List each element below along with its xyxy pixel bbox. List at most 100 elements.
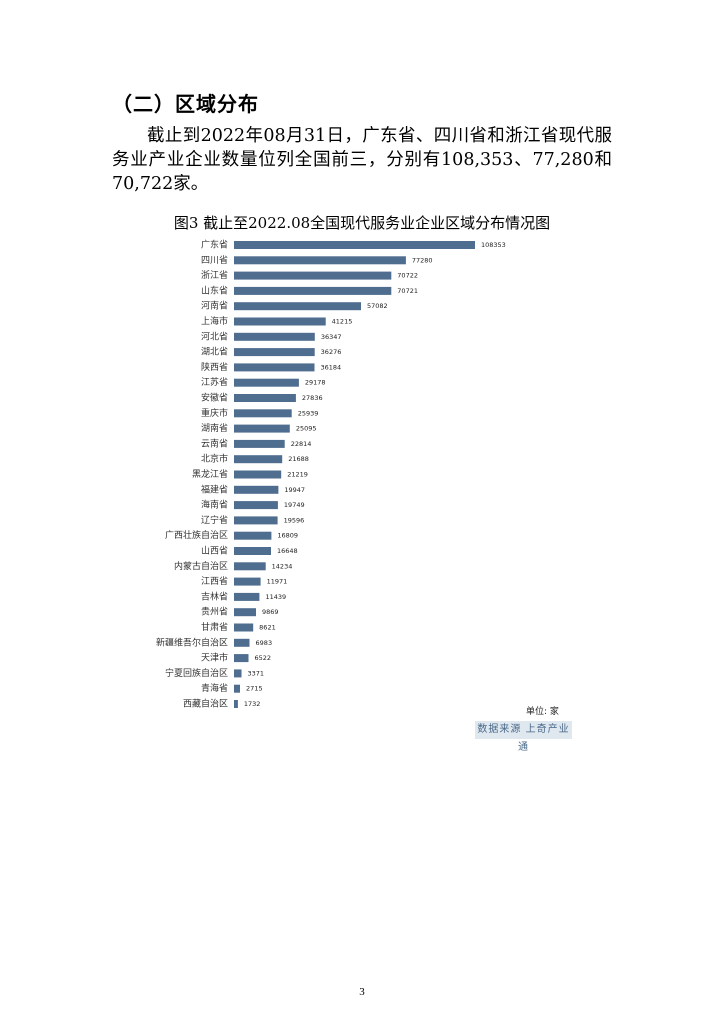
- value-label: 11971: [267, 578, 288, 586]
- category-label: 青海省: [201, 682, 228, 694]
- category-label: 福建省: [201, 483, 228, 495]
- value-label: 36347: [321, 333, 342, 341]
- value-label: 108353: [481, 241, 506, 249]
- section-heading: （二）区域分布: [112, 92, 259, 116]
- category-label: 重庆市: [201, 407, 228, 419]
- value-label: 6522: [255, 654, 272, 662]
- value-label: 36276: [321, 348, 342, 356]
- category-label: 河北省: [201, 330, 228, 342]
- value-label: 36184: [320, 363, 341, 371]
- value-label: 1732: [244, 700, 261, 708]
- value-label: 19749: [284, 501, 305, 509]
- category-label: 上海市: [201, 315, 228, 327]
- bar: [234, 286, 392, 295]
- category-label: 辽宁省: [201, 514, 228, 526]
- bar: [234, 455, 283, 464]
- category-label: 河南省: [201, 300, 228, 312]
- category-label: 山东省: [201, 284, 228, 296]
- value-label: 41215: [332, 318, 353, 326]
- figure-title: 图3 截止至2022.08全国现代服务业企业区域分布情况图: [173, 214, 551, 232]
- bar: [234, 562, 266, 571]
- category-label: 云南省: [201, 437, 228, 449]
- value-label: 6983: [256, 639, 273, 647]
- page-number: 3: [359, 986, 365, 998]
- bar: [234, 654, 249, 663]
- category-label: 江苏省: [201, 376, 228, 388]
- category-label: 内蒙古自治区: [174, 560, 228, 572]
- value-label: 21688: [288, 455, 309, 463]
- value-label: 22814: [291, 440, 312, 448]
- bar: [234, 608, 256, 617]
- bar: [234, 501, 278, 510]
- value-label: 3371: [247, 669, 264, 677]
- bar: [234, 256, 406, 265]
- bar: [234, 332, 315, 341]
- category-label: 宁夏回族自治区: [165, 667, 228, 679]
- value-label: 57082: [367, 302, 388, 310]
- value-label: 21219: [287, 471, 308, 479]
- bar: [234, 409, 292, 418]
- bar: [234, 378, 299, 387]
- bar: [234, 302, 361, 311]
- bar: [234, 623, 254, 632]
- bar: [234, 577, 261, 586]
- bar: [234, 669, 242, 678]
- unit-label: 单位: 家: [526, 707, 559, 717]
- bar: [234, 592, 260, 601]
- source-label: 数据来源 上奇产业通: [475, 721, 572, 753]
- bar: [234, 363, 315, 372]
- bar: [234, 547, 271, 555]
- category-label: 黑龙江省: [192, 468, 228, 480]
- category-label: 吉林省: [201, 590, 228, 602]
- bar: [234, 516, 278, 525]
- category-label: 西藏自治区: [183, 698, 228, 710]
- value-label: 27836: [302, 394, 323, 402]
- bar: [234, 271, 392, 280]
- value-label: 25095: [296, 425, 317, 433]
- category-label: 湖南省: [201, 422, 228, 434]
- category-label: 北京市: [201, 453, 228, 465]
- bar: [234, 700, 238, 708]
- category-label: 湖北省: [201, 346, 228, 358]
- bar: [234, 684, 240, 693]
- category-label: 安徽省: [201, 392, 228, 404]
- category-label: 天津市: [201, 652, 228, 664]
- category-label: 山西省: [201, 545, 228, 557]
- bar: [234, 439, 285, 448]
- bar: [234, 241, 475, 249]
- value-label: 16648: [277, 547, 298, 555]
- value-label: 70722: [397, 272, 418, 280]
- category-label: 陕西省: [201, 361, 228, 373]
- value-label: 8621: [259, 624, 276, 632]
- category-label: 海南省: [201, 499, 228, 511]
- value-label: 19596: [284, 516, 305, 524]
- value-label: 2715: [246, 685, 263, 693]
- category-label: 贵州省: [201, 606, 228, 618]
- value-label: 25939: [298, 409, 319, 417]
- bar: [234, 394, 296, 402]
- category-label: 广西壮族自治区: [165, 529, 228, 541]
- bar: [234, 531, 272, 540]
- body-paragraph: 截止到2022年08月31日，广东省、四川省和浙江省现代服务业产业企业数量位列全…: [112, 126, 612, 194]
- value-label: 9869: [262, 608, 279, 616]
- category-label: 新疆维吾尔自治区: [156, 636, 228, 648]
- value-label: 70721: [397, 287, 418, 295]
- bar: [234, 424, 290, 433]
- category-label: 广东省: [201, 239, 228, 251]
- bar: [234, 638, 250, 647]
- value-label: 11439: [265, 593, 286, 601]
- bar: [234, 470, 282, 479]
- bar: [234, 348, 315, 357]
- category-label: 四川省: [201, 254, 228, 266]
- category-label: 浙江省: [201, 269, 228, 281]
- bar: [234, 485, 279, 494]
- value-label: 29178: [305, 379, 326, 387]
- category-label: 江西省: [201, 575, 228, 587]
- bar: [234, 317, 326, 326]
- value-label: 16809: [277, 532, 298, 540]
- value-label: 77280: [412, 256, 433, 264]
- value-label: 19947: [284, 486, 305, 494]
- value-label: 14234: [272, 562, 293, 570]
- category-label: 甘肃省: [201, 621, 228, 633]
